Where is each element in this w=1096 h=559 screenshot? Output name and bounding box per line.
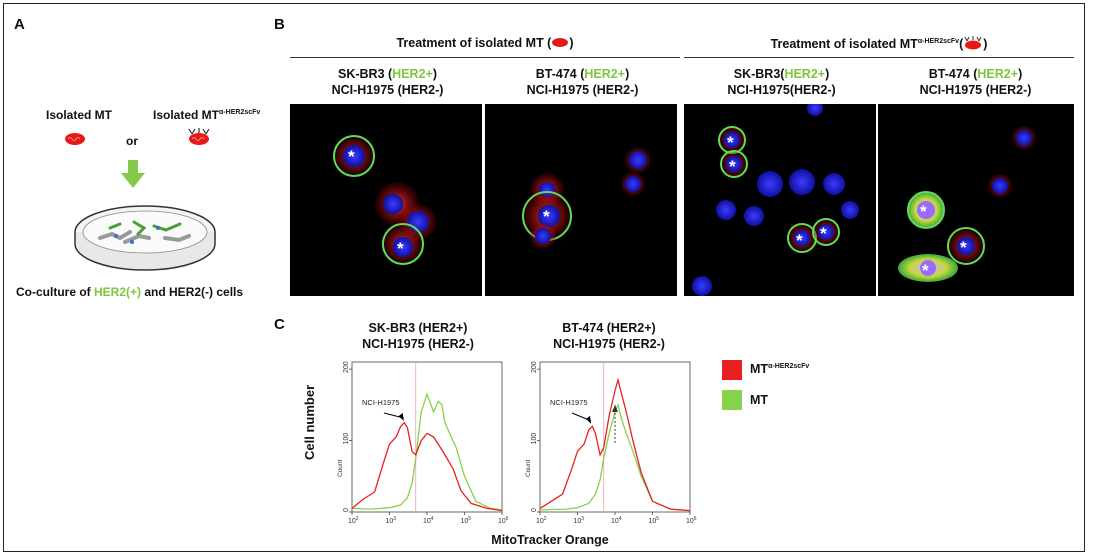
her2-positive-marker: * bbox=[348, 147, 355, 166]
her2-positive-marker: * bbox=[397, 239, 404, 258]
col2-header: BT-474 (HER2+) NCI-H1975 (HER2-) bbox=[526, 67, 639, 97]
y-count-label: Count bbox=[337, 459, 344, 477]
legend-swatch-mt bbox=[722, 390, 742, 410]
x-tick-label: 103 bbox=[574, 516, 585, 525]
histogram-series bbox=[351, 392, 503, 511]
mitochondria-icon bbox=[552, 38, 569, 47]
plot2-title: BT-474 (HER2+) NCI-H1975 (HER2-) bbox=[553, 321, 665, 351]
micrograph-1: * * bbox=[290, 104, 482, 296]
coculture-caption: Co-culture of HER2(+) and HER2(-) cells bbox=[16, 285, 244, 299]
y-tick-label: 0 bbox=[531, 508, 538, 512]
annotation-label: NCI-H1975 bbox=[362, 398, 400, 407]
isolated-mt-her2-label: Isolated MTα-HER2scFv bbox=[153, 108, 261, 122]
panel-a-label: A bbox=[14, 16, 25, 33]
plot-frame bbox=[351, 361, 503, 513]
y-tick-label: 100 bbox=[531, 433, 538, 445]
y-tick-label: 200 bbox=[343, 361, 350, 373]
y-tick-label: 0 bbox=[343, 508, 350, 512]
legend-swatch-mt-her2 bbox=[722, 360, 742, 380]
legend-label-mt: MT bbox=[750, 393, 769, 407]
col4-header: BT-474 (HER2+) NCI-H1975 (HER2-) bbox=[919, 67, 1032, 97]
x-tick-label: 106 bbox=[686, 516, 697, 525]
her2-positive-marker: * bbox=[920, 202, 927, 221]
y-tick-label: 100 bbox=[343, 433, 350, 445]
x-tick-label: 106 bbox=[498, 516, 509, 525]
group2-underline bbox=[684, 57, 1074, 58]
her2-positive-marker: * bbox=[796, 231, 803, 250]
isolated-mt-label: Isolated MT bbox=[46, 108, 113, 122]
her2-positive-marker: * bbox=[960, 238, 967, 257]
y-tick-label: 200 bbox=[531, 361, 538, 373]
or-label: or bbox=[126, 134, 138, 148]
histogram-series bbox=[539, 377, 691, 512]
panel-b-label: B bbox=[274, 16, 285, 33]
mitochondria-antibody-icon bbox=[188, 128, 210, 145]
shift-arrowhead bbox=[612, 404, 618, 412]
her2-positive-marker: * bbox=[820, 224, 827, 243]
group1-title: Treatment of isolated MT () bbox=[396, 36, 574, 50]
y-count-label: Count bbox=[525, 459, 532, 477]
x-axis-label: MitoTracker Orange bbox=[491, 533, 609, 547]
annotation-arrowhead bbox=[586, 415, 592, 424]
her2-positive-marker: * bbox=[729, 157, 736, 176]
micrograph-4: * * * bbox=[878, 104, 1074, 296]
legend-label-mt-her2: MTα-HER2scFv bbox=[750, 362, 810, 376]
annotation-arrowhead bbox=[398, 413, 404, 421]
annotation-label: NCI-H1975 bbox=[550, 398, 588, 407]
x-tick-label: 104 bbox=[423, 516, 434, 525]
x-tick-label: 105 bbox=[461, 516, 472, 525]
col1-header: SK-BR3 (HER2+) NCI-H1975 (HER2-) bbox=[331, 67, 444, 97]
x-tick-label: 102 bbox=[348, 516, 359, 525]
plot1-title: SK-BR3 (HER2+) NCI-H1975 (HER2-) bbox=[362, 321, 474, 351]
histogram-plot-2: 102 103 104 105 106 0 100 200 Count NCI-H1975 bbox=[518, 356, 698, 530]
x-tick-label: 103 bbox=[386, 516, 397, 525]
down-arrow-icon bbox=[121, 160, 145, 188]
x-tick-label: 104 bbox=[611, 516, 622, 525]
figure-frame bbox=[3, 3, 1085, 552]
her2-positive-marker: * bbox=[922, 261, 929, 280]
histogram-series bbox=[351, 421, 503, 512]
histogram-plot-1: 102 103 104 105 106 0 100 200 Count NCI-H1975 bbox=[330, 356, 510, 530]
col3-header: SK-BR3(HER2+) NCI-H1975(HER2-) bbox=[727, 67, 836, 97]
panel-c-label: C bbox=[274, 316, 285, 333]
mitochondria-icon bbox=[65, 133, 85, 145]
group2-title: Treatment of isolated MTα-HER2scFv() bbox=[770, 36, 988, 51]
x-tick-label: 105 bbox=[649, 516, 660, 525]
culture-dish-icon bbox=[74, 205, 216, 271]
micrograph-2: * bbox=[485, 104, 677, 296]
x-tick-label: 102 bbox=[536, 516, 547, 525]
her2-positive-marker: * bbox=[543, 207, 550, 226]
y-axis-label: Cell number bbox=[302, 384, 317, 460]
her2-positive-marker: * bbox=[727, 133, 734, 152]
group1-underline bbox=[290, 57, 680, 58]
micrograph-3: * * * * bbox=[684, 104, 876, 296]
mitochondria-antibody-icon bbox=[964, 36, 982, 50]
